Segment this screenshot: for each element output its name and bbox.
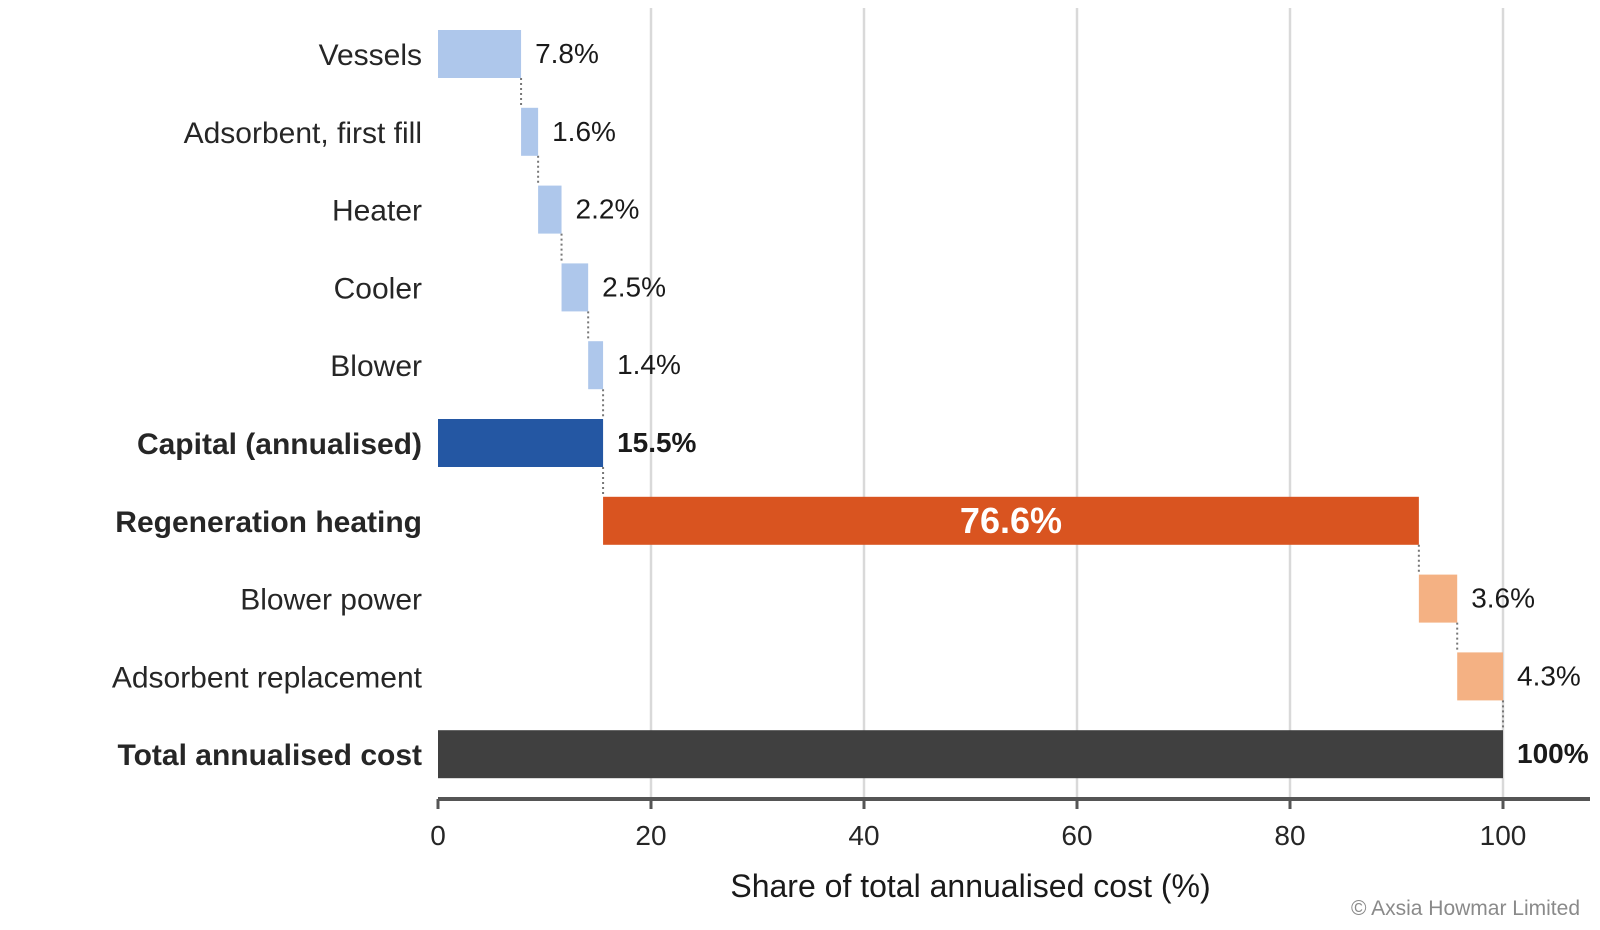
x-axis: 0 20 40 60 80 100 [430, 797, 1590, 851]
category-label-capital-annualised: Capital (annualised) [137, 428, 422, 461]
value-label-regeneration-heating: 76.6% [960, 500, 1062, 541]
category-label-cooler: Cooler [334, 272, 422, 305]
category-label-adsorbent-first-fill: Adsorbent, first fill [184, 117, 422, 150]
category-label-adsorbent-replacement: Adsorbent replacement [112, 661, 423, 694]
connector-lines [520, 78, 1504, 731]
value-label-adsorbent-replacement: 4.3% [1517, 660, 1581, 691]
category-label-total-annualised-cost: Total annualised cost [118, 739, 423, 772]
x-tick-label-80: 80 [1274, 820, 1305, 851]
bars [438, 30, 1503, 779]
copyright-text: © Axsia Howmar Limited [1351, 897, 1580, 920]
bar-regeneration-heating [603, 496, 1419, 545]
bar-blower-power [1418, 574, 1458, 623]
value-label-total-annualised-cost: 100% [1517, 738, 1589, 769]
value-label-adsorbent-first-fill: 1.6% [552, 116, 616, 147]
x-tick-label-40: 40 [848, 820, 879, 851]
x-tick-label-100: 100 [1480, 820, 1527, 851]
bar-cooler [561, 263, 589, 312]
bar-capital-annualised [438, 419, 604, 467]
value-label-heater: 2.2% [576, 194, 640, 225]
gridlines [649, 8, 1505, 799]
bar-blower [588, 341, 604, 390]
value-labels: 7.8% 1.6% 2.2% 2.5% 1.4% 15.5% 76.6% 3.6% 4.3% 10… [535, 38, 1589, 769]
value-label-vessels: 7.8% [535, 38, 599, 69]
x-tick-label-20: 20 [635, 820, 666, 851]
bar-adsorbent-first-fill [521, 107, 539, 156]
bar-heater [538, 185, 562, 234]
category-label-blower: Blower [330, 350, 422, 383]
value-label-cooler: 2.5% [602, 271, 666, 302]
value-label-blower-power: 3.6% [1471, 583, 1535, 614]
value-label-capital-annualised: 15.5% [617, 427, 696, 458]
x-tick-label-0: 0 [430, 820, 446, 851]
category-labels: Vessels Adsorbent, first fill Heater Cooler… [112, 39, 423, 772]
category-label-heater: Heater [332, 195, 422, 228]
bar-vessels [438, 30, 522, 78]
x-axis-title: Share of total annualised cost (%) [730, 868, 1210, 904]
bar-adsorbent-replacement [1457, 652, 1503, 701]
bar-total-annualised-cost [438, 730, 1503, 779]
category-label-vessels: Vessels [319, 39, 422, 72]
category-label-regeneration-heating: Regeneration heating [115, 506, 422, 539]
category-label-blower-power: Blower power [240, 584, 422, 617]
value-label-blower: 1.4% [617, 349, 681, 380]
x-tick-label-60: 60 [1061, 820, 1092, 851]
